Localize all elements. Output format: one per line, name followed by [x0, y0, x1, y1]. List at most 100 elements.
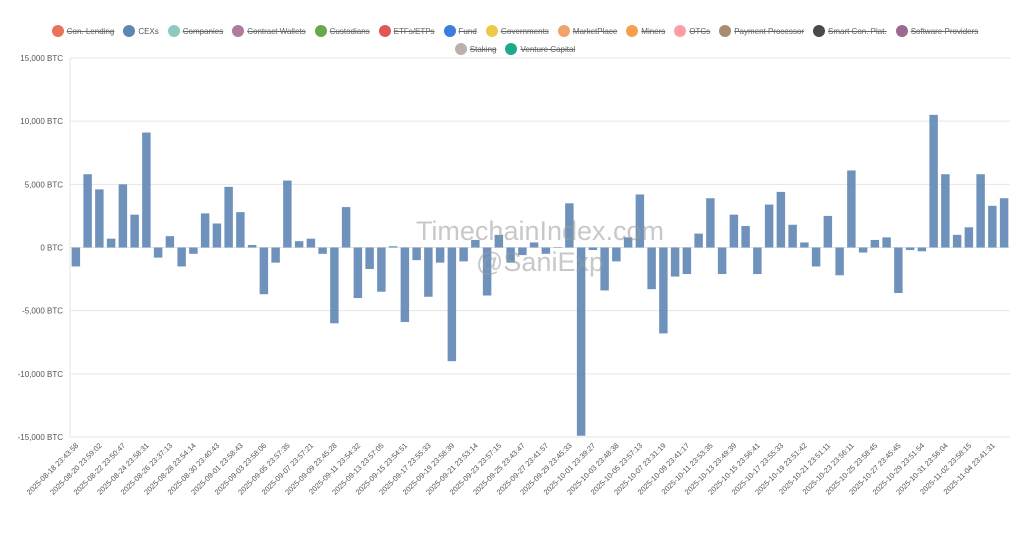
legend-item[interactable]: Custodians	[314, 24, 370, 38]
bar[interactable]	[518, 247, 527, 256]
legend-item[interactable]: Contract Wallets	[232, 24, 306, 38]
bar[interactable]	[224, 186, 233, 248]
bar[interactable]	[811, 247, 821, 267]
bar[interactable]	[412, 247, 421, 261]
bar[interactable]	[976, 174, 985, 248]
bar[interactable]	[189, 247, 198, 254]
bar[interactable]	[388, 246, 398, 248]
bar[interactable]	[283, 180, 292, 248]
bar[interactable]	[212, 223, 222, 248]
bar[interactable]	[200, 213, 210, 248]
bar[interactable]	[95, 189, 104, 248]
legend-item[interactable]: OTCs	[674, 24, 710, 38]
bar[interactable]	[529, 242, 539, 248]
bar[interactable]	[247, 244, 257, 248]
bar[interactable]	[788, 224, 797, 248]
bar[interactable]	[424, 247, 433, 297]
bar[interactable]	[576, 247, 586, 436]
legend-swatch	[813, 25, 825, 37]
bar[interactable]	[941, 174, 950, 248]
legend-item[interactable]: Payment Processor	[719, 24, 804, 38]
bar[interactable]	[400, 247, 410, 323]
bar[interactable]	[894, 247, 903, 293]
bar[interactable]	[823, 215, 833, 248]
bar[interactable]	[999, 198, 1009, 248]
bar[interactable]	[118, 184, 128, 248]
bar[interactable]	[506, 247, 515, 263]
bar[interactable]	[447, 247, 457, 362]
bar[interactable]	[165, 236, 175, 248]
bar[interactable]	[729, 214, 739, 248]
bar[interactable]	[764, 204, 774, 248]
bar[interactable]	[694, 233, 703, 248]
bar[interactable]	[929, 114, 938, 248]
bar[interactable]	[259, 247, 269, 295]
bar[interactable]	[612, 247, 621, 262]
legend-label: Fund	[458, 26, 477, 36]
bar[interactable]	[459, 247, 468, 262]
bar[interactable]	[717, 247, 727, 275]
bar[interactable]	[905, 247, 915, 251]
bar[interactable]	[647, 247, 656, 290]
legend-item[interactable]: Con. Lending	[51, 24, 114, 38]
bar[interactable]	[588, 247, 598, 251]
legend-label: Smart Con. Plat.	[828, 26, 887, 36]
bar[interactable]	[236, 212, 245, 248]
bar[interactable]	[365, 247, 374, 269]
bar[interactable]	[353, 247, 363, 299]
bar[interactable]	[870, 239, 880, 248]
bar[interactable]	[635, 194, 645, 248]
bar[interactable]	[706, 198, 715, 248]
bar[interactable]	[565, 203, 574, 248]
bar[interactable]	[341, 207, 351, 248]
legend-item[interactable]: Fund	[443, 24, 477, 38]
bar[interactable]	[858, 247, 868, 253]
bar[interactable]	[330, 247, 339, 324]
bar[interactable]	[130, 214, 139, 248]
bar[interactable]	[917, 247, 927, 252]
bar[interactable]	[964, 227, 974, 248]
bar[interactable]	[835, 247, 844, 276]
legend-item[interactable]: Smart Con. Plat.	[813, 24, 887, 38]
bar[interactable]	[153, 247, 163, 258]
bar[interactable]	[435, 247, 445, 263]
bar[interactable]	[541, 247, 551, 254]
bar[interactable]	[294, 241, 304, 248]
bar[interactable]	[71, 247, 81, 267]
bar[interactable]	[553, 247, 562, 249]
bar[interactable]	[753, 247, 762, 275]
legend-item[interactable]: Miners	[626, 24, 665, 38]
bar[interactable]	[800, 242, 809, 248]
legend-item[interactable]: Venture Capital	[505, 42, 575, 56]
bar[interactable]	[271, 247, 280, 263]
bar[interactable]	[623, 237, 633, 248]
bar[interactable]	[659, 247, 668, 334]
bar[interactable]	[318, 247, 327, 254]
bar[interactable]	[177, 247, 186, 267]
bar[interactable]	[377, 247, 386, 292]
bar[interactable]	[482, 247, 492, 296]
legend-item[interactable]: Staking	[454, 42, 496, 56]
legend-item[interactable]: CEXs	[123, 24, 159, 38]
bar[interactable]	[988, 205, 997, 248]
bar[interactable]	[142, 132, 151, 248]
bar[interactable]	[106, 238, 116, 248]
bar[interactable]	[847, 170, 856, 248]
bar[interactable]	[776, 191, 786, 248]
bar[interactable]	[952, 234, 962, 248]
legend-item[interactable]: Software Providers	[895, 24, 978, 38]
legend-item[interactable]: Governments	[485, 24, 549, 38]
bar[interactable]	[83, 174, 92, 248]
bar[interactable]	[471, 239, 480, 248]
bar[interactable]	[600, 247, 609, 291]
bar[interactable]	[306, 238, 316, 248]
legend-item[interactable]: Companies	[167, 24, 223, 38]
bar[interactable]	[741, 226, 750, 248]
legend-item[interactable]: MarketPlace	[557, 24, 617, 38]
bar[interactable]	[494, 234, 504, 248]
bar[interactable]	[670, 247, 680, 277]
legend-item[interactable]: ETFs/ETPs	[378, 24, 435, 38]
legend-label: Miners	[641, 26, 666, 36]
bar[interactable]	[882, 237, 891, 248]
bar[interactable]	[682, 247, 692, 275]
